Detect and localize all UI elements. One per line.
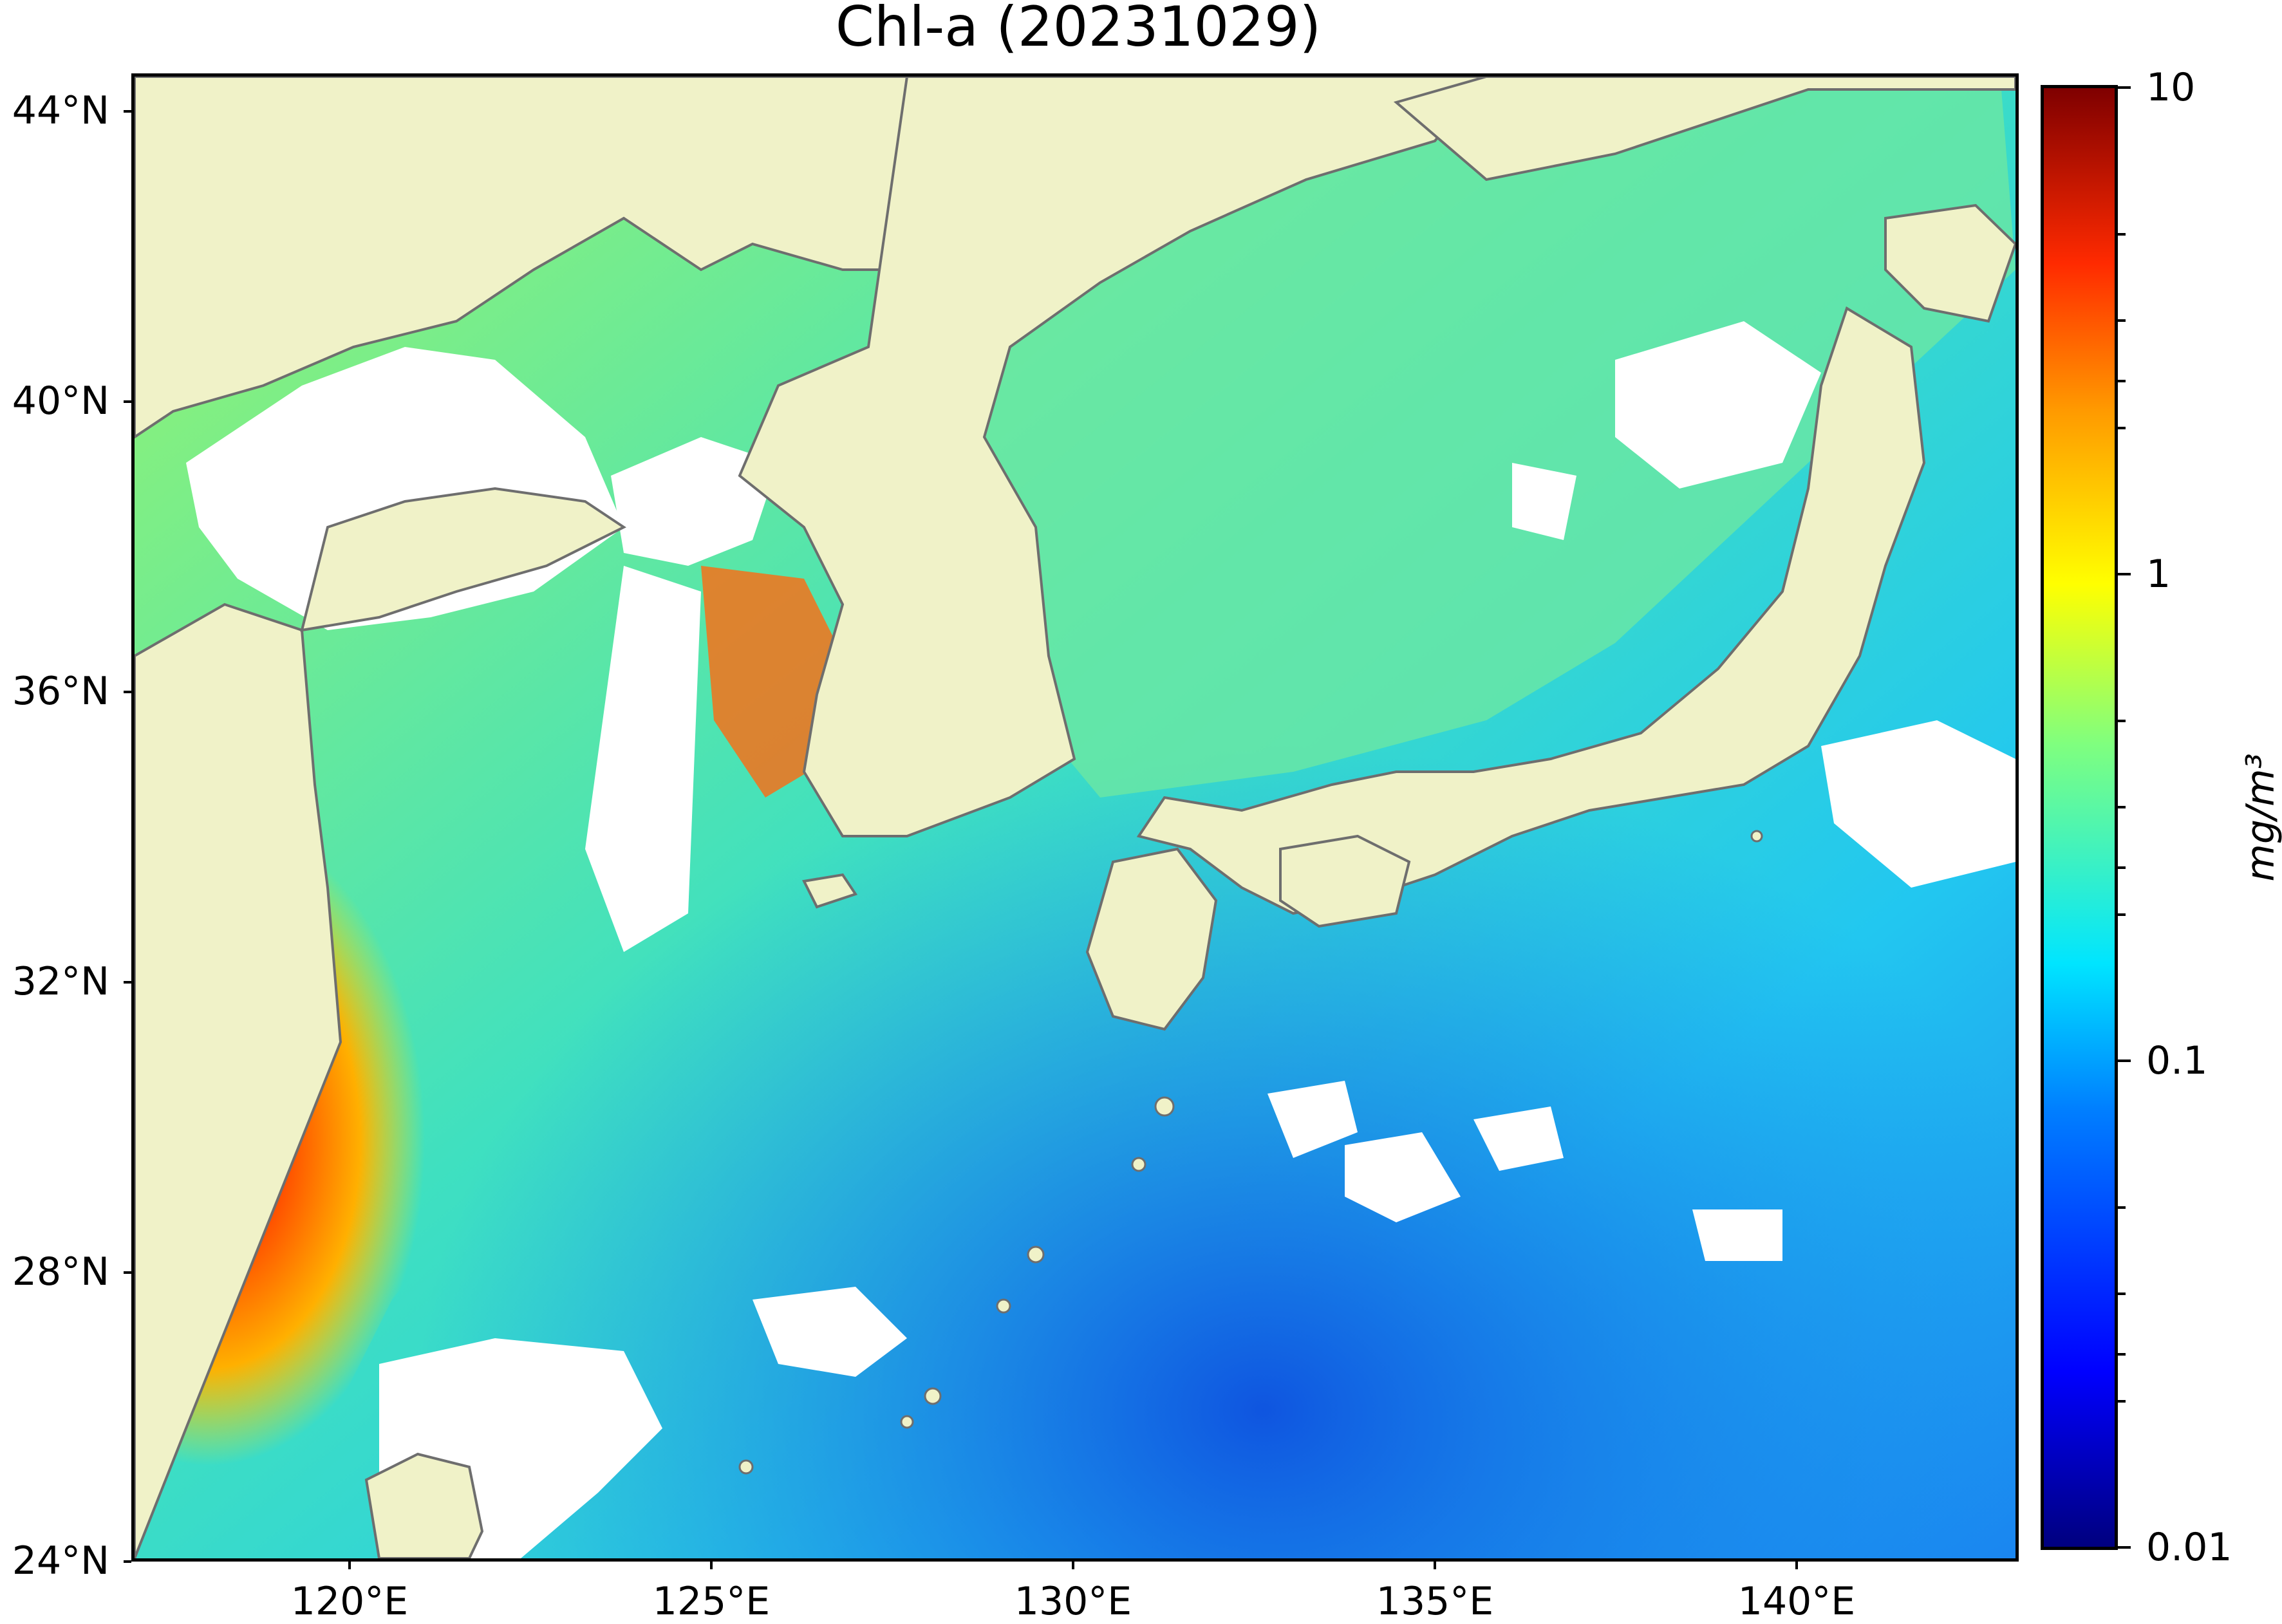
lat-tick-40 <box>124 400 131 403</box>
cbar-minor-tick <box>2118 233 2126 236</box>
lon-tick-125 <box>710 1562 713 1569</box>
island-chain <box>738 830 1763 1475</box>
lon-label-140: 140°E <box>1737 1579 1856 1624</box>
cbar-label-0-1: 0.1 <box>2146 1038 2208 1083</box>
cbar-minor-tick <box>2118 380 2126 382</box>
cbar-minor-tick <box>2118 1293 2126 1295</box>
map-canvas <box>135 77 2015 1558</box>
chlorophyll-map <box>131 73 2019 1562</box>
cbar-minor-tick <box>2118 913 2126 916</box>
lat-tick-44 <box>124 110 131 113</box>
cbar-minor-tick <box>2118 1353 2126 1356</box>
lon-tick-120 <box>348 1562 351 1569</box>
lat-tick-36 <box>124 691 131 693</box>
lon-tick-140 <box>1795 1562 1798 1569</box>
lat-tick-28 <box>124 1271 131 1274</box>
lat-label-32: 32°N <box>12 959 109 1004</box>
cbar-minor-tick <box>2118 1206 2126 1209</box>
lat-tick-24 <box>124 1560 131 1563</box>
cbar-tick-0-01 <box>2118 1546 2131 1549</box>
cbar-label-10: 10 <box>2146 65 2196 110</box>
cbar-minor-tick <box>2118 866 2126 869</box>
cbar-tick-0-1 <box>2118 1059 2131 1062</box>
lat-label-24: 24°N <box>12 1538 109 1583</box>
lat-label-44: 44°N <box>12 88 109 133</box>
cbar-label-0-01: 0.01 <box>2146 1525 2232 1570</box>
cbar-minor-tick <box>2118 319 2126 322</box>
cbar-tick-10 <box>2118 86 2131 89</box>
west-korea-coastal-zone <box>701 566 843 798</box>
lat-tick-32 <box>124 981 131 984</box>
cbar-minor-tick <box>2118 427 2126 429</box>
lon-tick-135 <box>1434 1562 1436 1569</box>
cbar-label-1: 1 <box>2146 552 2171 597</box>
lon-label-130: 130°E <box>1014 1579 1132 1624</box>
lon-label-120: 120°E <box>290 1579 409 1624</box>
cbar-minor-tick <box>2118 806 2126 808</box>
lon-label-135: 135°E <box>1376 1579 1494 1624</box>
lat-label-28: 28°N <box>12 1249 109 1294</box>
cbar-tick-1 <box>2118 573 2131 575</box>
lon-label-125: 125°E <box>652 1579 771 1624</box>
lon-tick-130 <box>1072 1562 1074 1569</box>
land-masses <box>135 77 2015 1558</box>
sea-of-japan <box>933 89 2015 798</box>
colorbar <box>2041 85 2118 1550</box>
map-title: Chl-a (20231029) <box>835 0 1322 59</box>
cbar-minor-tick <box>2118 720 2126 722</box>
lat-label-36: 36°N <box>12 669 109 714</box>
cbar-minor-tick <box>2118 1400 2126 1403</box>
lat-label-40: 40°N <box>12 378 109 424</box>
colorbar-unit-label: mg/m³ <box>2238 753 2282 882</box>
